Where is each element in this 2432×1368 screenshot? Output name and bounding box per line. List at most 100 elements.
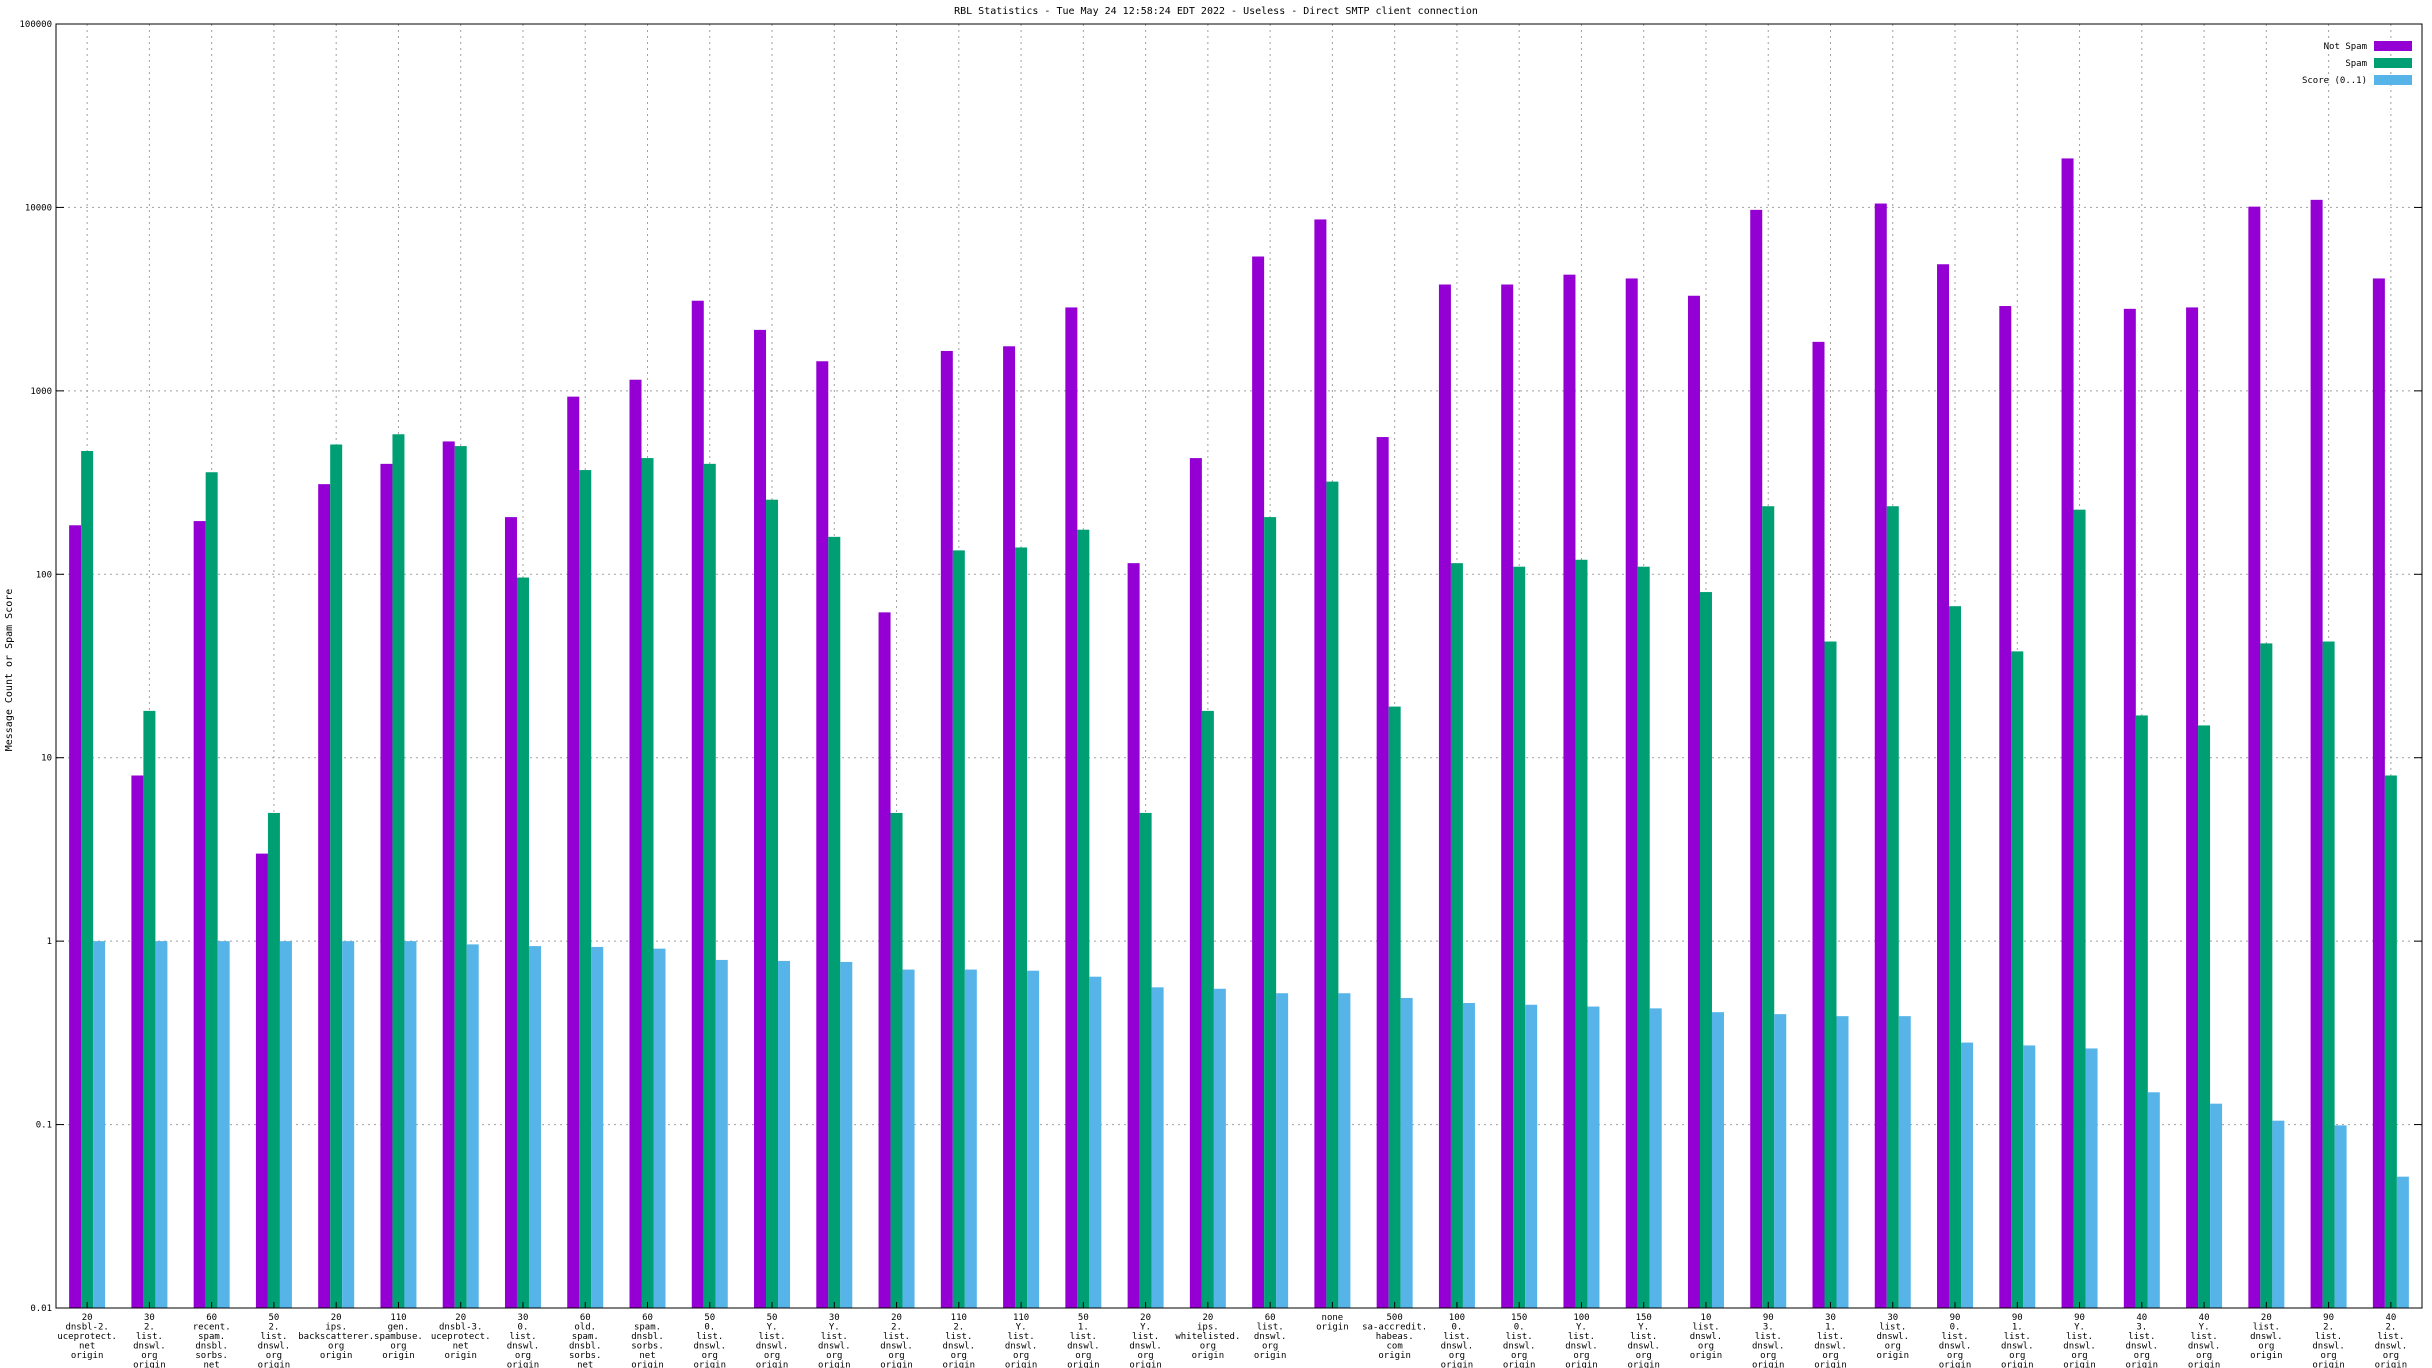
bar-not-spam [1189,458,1202,1309]
bar-not-spam [442,441,455,1308]
x-category-label: 50 Y. list. dnswl. org origin [756,1313,789,1368]
bar-score-0-1 [2396,1176,2409,1308]
bar-score-0-1 [591,946,604,1308]
x-category-label: 100 0. list. dnswl. org origin [1441,1313,1474,1368]
bar-spam [952,550,965,1308]
x-category-label: 20 ips. whitelisted. org origin [1175,1313,1240,1361]
bar-score-0-1 [902,969,915,1308]
bar-score-0-1 [1089,976,1102,1308]
bar-spam [2198,725,2211,1308]
bar-not-spam [1812,341,1825,1308]
x-category-label: 110 2. list. dnswl. org origin [943,1313,976,1368]
legend-label: Score (0..1) [2302,76,2367,86]
x-category-label: 40 3. list. dnswl. org origin [2126,1313,2159,1368]
legend-swatch [2374,58,2412,68]
bar-score-0-1 [2210,1103,2223,1308]
y-tick-label: 1 [47,937,52,947]
bar-score-0-1 [1462,1003,1475,1308]
x-category-label: 20 Y. list. dnswl. org origin [1129,1313,1162,1368]
bar-score-0-1 [93,941,106,1308]
x-category-label: 30 Y. list. dnswl. org origin [818,1313,851,1368]
legend-swatch [2374,75,2412,85]
bar-spam [766,499,779,1309]
x-category-label: 90 1. list. dnswl. org origin [2001,1313,2034,1368]
x-category-label: 90 Y. list. dnswl. org origin [2063,1313,2096,1368]
bar-spam [1139,812,1152,1308]
x-category-label: 90 3. list. dnswl. org origin [1752,1313,1785,1368]
bar-spam [890,812,903,1308]
y-tick-label: 10 [41,754,52,764]
bar-spam [1886,506,1899,1308]
legend-label: Not Spam [2324,42,2367,52]
bar-not-spam [1065,307,1078,1308]
bar-not-spam [2248,206,2261,1309]
y-axis-label: Message Count or Spam Score [4,589,15,752]
bar-spam [1450,563,1463,1308]
bar-score-0-1 [342,941,355,1308]
bar-not-spam [1874,203,1887,1308]
bar-not-spam [940,350,953,1309]
x-category-label: none origin [1316,1313,1349,1333]
x-category-label: 150 Y. list. dnswl. org origin [1627,1313,1660,1368]
bar-spam [1762,506,1775,1308]
x-category-label: 10 list. dnswl. org origin [1690,1313,1723,1361]
x-category-label: 100 Y. list. dnswl. org origin [1565,1313,1598,1368]
x-category-label: 30 0. list. dnswl. org origin [507,1313,540,1368]
bar-not-spam [878,612,891,1308]
bar-score-0-1 [1649,1008,1662,1308]
bar-spam [1388,706,1401,1308]
x-category-label: 110 Y. list. dnswl. org origin [1005,1313,1038,1368]
x-category-label: 90 0. list. dnswl. org origin [1939,1313,1972,1368]
x-category-label: 50 2. list. dnswl. org origin [258,1313,291,1368]
bar-score-0-1 [466,944,479,1308]
x-category-label: 30 list. dnswl. org origin [1877,1313,1910,1361]
bar-score-0-1 [1587,1006,1600,1308]
bar-spam [392,434,405,1308]
legend-swatch [2374,41,2412,51]
bar-not-spam [1625,278,1638,1308]
bar-spam [1326,481,1339,1308]
bar-not-spam [2186,307,2199,1308]
bar-not-spam [567,396,580,1308]
x-category-label: 20 dnsbl-3. uceprotect. net origin [431,1313,491,1361]
bar-score-0-1 [1525,1004,1538,1308]
bar-score-0-1 [1151,987,1164,1308]
bar-spam [2384,775,2397,1308]
bar-spam [1201,710,1214,1308]
x-category-label: 60 list. dnswl. org origin [1254,1313,1287,1361]
bar-not-spam [2372,278,2385,1308]
bar-not-spam [1999,306,2012,1308]
bar-not-spam [131,775,144,1308]
x-category-label: 500 sa-accredit. habeas. com origin [1362,1313,1427,1361]
legend-label: Spam [2345,59,2367,69]
chart-title: RBL Statistics - Tue May 24 12:58:24 EDT… [954,6,1478,17]
bar-spam [1513,566,1526,1308]
y-tick-label: 0.01 [30,1304,52,1314]
bars [69,158,2409,1309]
bar-not-spam [1003,346,1016,1309]
bar-not-spam [1314,219,1327,1309]
y-tick-label: 10000 [25,203,52,213]
x-category-label: 20 ips. backscatterer. org origin [298,1313,374,1361]
y-tick-label: 0.1 [36,1121,52,1131]
x-category-labels: 20 dnsbl-2. uceprotect. net origin 30 2. list. d… [57,1302,2407,1368]
bar-spam [2073,509,2086,1308]
x-category-label: 30 1. list. dnswl. org origin [1814,1313,1847,1368]
bar-not-spam [2061,158,2074,1309]
bar-score-0-1 [404,941,417,1308]
bar-spam [330,444,343,1308]
x-category-label: 30 2. list. dnswl. org origin [133,1313,166,1368]
bar-spam [2135,715,2148,1308]
bar-score-0-1 [964,969,977,1308]
y-tick-label: 100000 [19,20,52,30]
bar-score-0-1 [2147,1092,2160,1308]
bar-spam [1824,641,1837,1308]
bar-score-0-1 [653,948,666,1308]
bar-spam [828,536,841,1308]
bar-score-0-1 [279,941,292,1308]
bar-score-0-1 [778,960,791,1308]
bar-not-spam [2310,199,2323,1309]
bar-spam [2322,641,2335,1308]
bar-not-spam [318,484,331,1308]
